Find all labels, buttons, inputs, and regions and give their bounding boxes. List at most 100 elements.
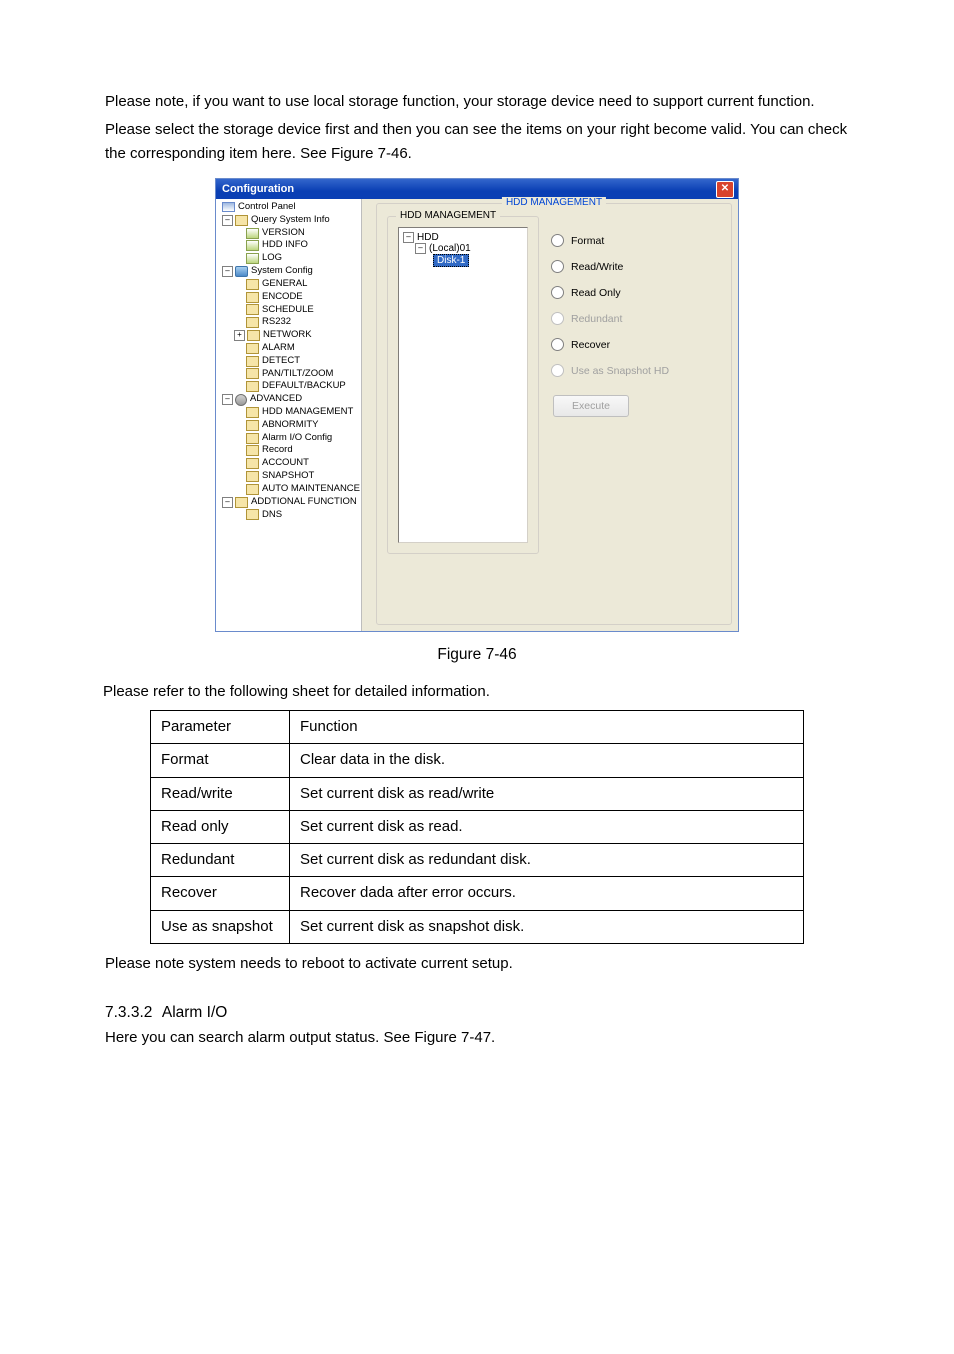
tree-encode[interactable]: ENCODE	[216, 291, 361, 304]
panel-icon	[222, 202, 235, 212]
tool-icon	[235, 266, 248, 277]
collapse-icon[interactable]: –	[403, 232, 414, 243]
tree-query-system-info[interactable]: – Query System Info	[216, 214, 361, 227]
folder-icon	[246, 445, 259, 456]
tree-alarm[interactable]: ALARM	[216, 342, 361, 355]
section-body: Here you can search alarm output status.…	[105, 1026, 849, 1050]
action-radio-group: Format Read/Write Read Only Redundant Re…	[551, 234, 669, 417]
folder-icon	[246, 356, 259, 367]
header-parameter: Parameter	[151, 711, 290, 744]
window-title: Configuration	[222, 183, 294, 195]
section-heading: 7.3.3.2 Alarm I/O	[105, 1004, 849, 1022]
figure-caption: Figure 7-46	[105, 646, 849, 664]
execute-button[interactable]: Execute	[553, 395, 629, 417]
inner-legend: HDD MANAGEMENT	[396, 210, 500, 221]
folder-icon	[246, 471, 259, 482]
radio-icon	[551, 286, 564, 299]
selected-disk[interactable]: Disk-1	[433, 254, 469, 267]
note-icon	[246, 228, 259, 239]
tree-advanced[interactable]: – ADVANCED	[216, 393, 361, 406]
folder-icon	[246, 381, 259, 392]
tree-system-config[interactable]: – System Config	[216, 265, 361, 278]
tree-general[interactable]: GENERAL	[216, 278, 361, 291]
radio-icon	[551, 234, 564, 247]
table-row: Read/writeSet current disk as read/write	[151, 777, 804, 810]
tree-dns[interactable]: DNS	[216, 509, 361, 522]
intro-paragraph-1: Please note, if you want to use local st…	[105, 90, 849, 114]
navigation-tree: Control Panel – Query System Info VERSIO…	[216, 199, 362, 631]
tree-hdd-management[interactable]: HDD MANAGEMENT	[216, 406, 361, 419]
table-header-row: Parameter Function	[151, 711, 804, 744]
tree-default-backup[interactable]: DEFAULT/BACKUP	[216, 380, 361, 393]
collapse-icon[interactable]: –	[222, 394, 233, 405]
expand-icon[interactable]: +	[234, 330, 245, 341]
hdd-management-group: HDD MANAGEMENT HDD MANAGEMENT –HDD –(Loc…	[376, 203, 732, 625]
tree-record[interactable]: Record	[216, 444, 361, 457]
tree-abnormity[interactable]: ABNORMITY	[216, 419, 361, 432]
section-number: 7.3.3.2	[105, 1004, 152, 1021]
tree-hdd-info[interactable]: HDD INFO	[216, 239, 361, 252]
table-row: Use as snapshotSet current disk as snaps…	[151, 910, 804, 943]
radio-icon	[551, 260, 564, 273]
collapse-icon[interactable]: –	[222, 497, 233, 508]
tree-auto-maintenance[interactable]: AUTO MAINTENANCE	[216, 483, 361, 496]
radio-read-write[interactable]: Read/Write	[551, 260, 669, 273]
note-icon	[246, 253, 259, 264]
intro-paragraph-2: Please select the storage device first a…	[105, 118, 849, 166]
folder-open-icon	[246, 407, 259, 418]
parameter-table: Parameter Function FormatClear data in t…	[150, 710, 804, 944]
gear-icon	[235, 394, 247, 406]
tree-log[interactable]: LOG	[216, 252, 361, 265]
radio-icon	[551, 338, 564, 351]
outer-legend: HDD MANAGEMENT	[502, 197, 606, 208]
table-intro: Please refer to the following sheet for …	[103, 680, 849, 704]
radio-read-only[interactable]: Read Only	[551, 286, 669, 299]
close-icon: ✕	[721, 184, 729, 194]
configuration-window: Configuration ✕ Control Panel –	[215, 178, 739, 632]
tree-ptz[interactable]: PAN/TILT/ZOOM	[216, 368, 361, 381]
tree-schedule[interactable]: SCHEDULE	[216, 304, 361, 317]
tree-network[interactable]: +NETWORK	[216, 329, 361, 342]
table-row: Read onlySet current disk as read.	[151, 810, 804, 843]
folder-icon	[246, 484, 259, 495]
tree-detect[interactable]: DETECT	[216, 355, 361, 368]
folder-icon	[246, 433, 259, 444]
radio-snapshot-hd: Use as Snapshot HD	[551, 364, 669, 377]
note-icon	[246, 240, 259, 251]
tree-rs232[interactable]: RS232	[216, 316, 361, 329]
collapse-icon[interactable]: –	[415, 243, 426, 254]
folder-icon	[246, 420, 259, 431]
tree-root[interactable]: Control Panel	[216, 201, 361, 214]
close-button[interactable]: ✕	[716, 181, 734, 198]
folder-icon	[246, 343, 259, 354]
radio-icon	[551, 312, 564, 325]
folder-icon	[246, 458, 259, 469]
folder-open-icon	[235, 497, 248, 508]
folder-icon	[246, 279, 259, 290]
folder-icon	[247, 330, 260, 341]
tree-additional-function[interactable]: – ADDTIONAL FUNCTION	[216, 496, 361, 509]
folder-open-icon	[235, 215, 248, 226]
radio-icon	[551, 364, 564, 377]
hdd-device-tree[interactable]: –HDD –(Local)01 Disk-1	[398, 227, 528, 543]
window-titlebar: Configuration ✕	[216, 179, 738, 199]
collapse-icon[interactable]: –	[222, 266, 233, 277]
folder-icon	[246, 509, 259, 520]
folder-icon	[246, 304, 259, 315]
tree-snapshot[interactable]: SNAPSHOT	[216, 470, 361, 483]
tree-version[interactable]: VERSION	[216, 227, 361, 240]
folder-icon	[246, 317, 259, 328]
radio-recover[interactable]: Recover	[551, 338, 669, 351]
hdd-management-inner: HDD MANAGEMENT –HDD –(Local)01 Disk-1	[387, 216, 539, 554]
tree-alarm-io-config[interactable]: Alarm I/O Config	[216, 432, 361, 445]
table-row: FormatClear data in the disk.	[151, 744, 804, 777]
section-title: Alarm I/O	[162, 1004, 227, 1021]
figure-screenshot: Configuration ✕ Control Panel –	[105, 178, 849, 632]
header-function: Function	[290, 711, 804, 744]
table-row: RecoverRecover dada after error occurs.	[151, 877, 804, 910]
tree-account[interactable]: ACCOUNT	[216, 457, 361, 470]
content-panel: HDD MANAGEMENT HDD MANAGEMENT –HDD –(Loc…	[362, 199, 738, 631]
folder-icon	[246, 368, 259, 379]
collapse-icon[interactable]: –	[222, 215, 233, 226]
radio-format[interactable]: Format	[551, 234, 669, 247]
